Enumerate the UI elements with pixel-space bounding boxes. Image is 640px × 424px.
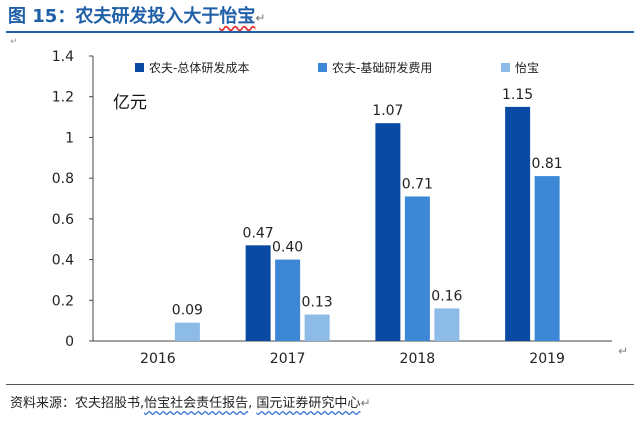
legend-swatch [501, 63, 510, 72]
source-rule [6, 384, 634, 385]
y-tick-label: 0.2 [52, 293, 74, 309]
source-underlined: 怡宝社会责任报告 [144, 396, 249, 411]
data-label: 0.81 [532, 156, 563, 172]
return-mark-icon: ↵ [360, 396, 371, 410]
data-label: 0.47 [243, 225, 274, 241]
y-tick-label: 1.4 [52, 49, 74, 65]
figure-title: 图 15：农夫研发投入大于怡宝↵ [8, 4, 265, 30]
bar [375, 123, 401, 341]
y-tick-label: 0.4 [52, 253, 74, 269]
legend-label: 农夫-总体研发成本 [149, 60, 249, 75]
data-label: 0.16 [431, 288, 462, 304]
data-label: 0.09 [172, 303, 203, 319]
source-underlined-2: 国元证券研究中心 [256, 396, 361, 411]
unit-label: 亿元 [113, 93, 147, 113]
bar [174, 322, 200, 341]
y-tick-label: 1 [65, 130, 74, 146]
y-tick-label: 0.8 [52, 171, 74, 187]
bar [505, 106, 531, 342]
paragraph-mark-icon: ↵ [10, 37, 18, 47]
x-tick-label: 2017 [270, 351, 306, 367]
data-label: 0.13 [302, 295, 333, 311]
bar [534, 176, 560, 341]
y-tick-label: 1.2 [52, 90, 74, 106]
source-middle: , [248, 396, 257, 411]
x-tick-label: 2016 [140, 351, 176, 367]
legend-label: 怡宝 [515, 61, 539, 75]
legend-swatch [318, 63, 327, 72]
x-tick-label: 2019 [529, 351, 565, 367]
y-tick-label: 0 [65, 334, 74, 350]
title-main: 农夫研发投入大于 [75, 6, 220, 27]
data-label: 1.07 [372, 103, 403, 119]
bar-chart: 00.20.40.60.811.21.4↵亿元20160.0920170.470… [52, 49, 628, 367]
bar [434, 308, 460, 341]
legend-label: 农夫-基础研发费用 [332, 60, 432, 75]
figure-label: 图 15： [8, 6, 76, 27]
data-label: 0.71 [402, 176, 433, 192]
bar [245, 245, 271, 341]
bar [304, 314, 330, 341]
title-underlined: 怡宝 [219, 6, 256, 27]
data-label: 1.15 [502, 87, 533, 103]
bar [404, 196, 430, 341]
legend-swatch [135, 63, 144, 72]
bar [275, 259, 301, 341]
return-mark-icon: ↵ [618, 344, 628, 358]
source-prefix: 资料来源：农夫招股书, [10, 396, 145, 411]
y-tick-label: 0.6 [52, 212, 74, 228]
title-rule [6, 31, 634, 33]
x-tick-label: 2018 [400, 351, 436, 367]
data-label: 0.40 [272, 240, 303, 256]
source-note: 资料来源：农夫招股书,怡宝社会责任报告, 国元证券研究中心↵ [10, 392, 371, 411]
return-mark-icon: ↵ [255, 11, 266, 25]
